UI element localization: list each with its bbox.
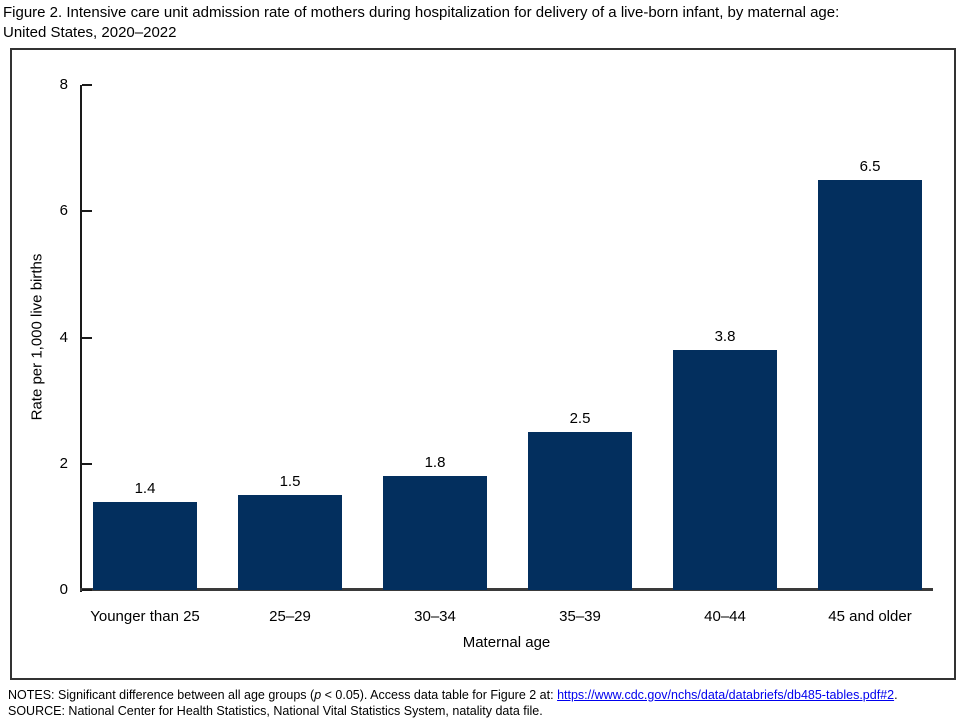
source-line: SOURCE: National Center for Health Stati… <box>8 703 543 718</box>
bar <box>673 350 777 590</box>
y-tick-mark <box>82 210 92 213</box>
x-tick-label: 45 and older <box>828 608 912 625</box>
figure-notes: NOTES: Significant difference between al… <box>8 688 956 719</box>
notes-text-prefix: NOTES: Significant difference between al… <box>8 688 315 702</box>
bar-value-label: 1.4 <box>134 480 156 497</box>
bar-value-label: 1.5 <box>279 473 301 490</box>
x-tick-label: 40–44 <box>704 608 746 625</box>
data-table-link[interactable]: https://www.cdc.gov/nchs/data/databriefs… <box>557 688 895 702</box>
bar-value-label: 1.8 <box>424 454 446 471</box>
y-tick-label: 6 <box>59 202 68 220</box>
y-tick-label: 0 <box>59 581 68 598</box>
y-tick-label: 2 <box>59 454 68 472</box>
x-axis-line <box>80 588 933 591</box>
x-axis-title: Maternal age <box>462 634 551 651</box>
y-axis-line <box>80 85 82 592</box>
figure-title: Figure 2. Intensive care unit admission … <box>3 3 957 42</box>
bar <box>93 502 197 590</box>
y-tick-mark <box>82 589 92 591</box>
y-tick-label: 8 <box>59 76 68 93</box>
figure-title-line2: United States, 2020–2022 <box>3 23 177 41</box>
notes-line: NOTES: Significant difference between al… <box>8 688 956 704</box>
y-tick-mark <box>82 84 92 86</box>
bar <box>238 495 342 590</box>
x-tick-label: Younger than 25 <box>90 608 200 625</box>
bar <box>383 476 487 590</box>
bar <box>818 180 922 590</box>
figure-title-line1: Figure 2. Intensive care unit admission … <box>3 4 840 21</box>
notes-text-mid: < 0.05). Access data table for Figure 2 … <box>321 688 558 702</box>
bar-value-label: 2.5 <box>569 410 591 427</box>
x-tick-label: 25–29 <box>269 608 311 625</box>
notes-text-suffix: . <box>894 688 898 702</box>
y-tick-mark <box>82 336 92 339</box>
y-tick-mark <box>82 462 92 465</box>
bar <box>528 432 632 590</box>
x-tick-label: 35–39 <box>559 608 601 625</box>
bar-value-label: 6.5 <box>859 158 881 175</box>
notes-p-italic: p <box>314 688 322 702</box>
bar-value-label: 3.8 <box>714 328 736 345</box>
y-tick-label: 4 <box>59 328 68 346</box>
x-tick-label: 30–34 <box>414 608 456 625</box>
